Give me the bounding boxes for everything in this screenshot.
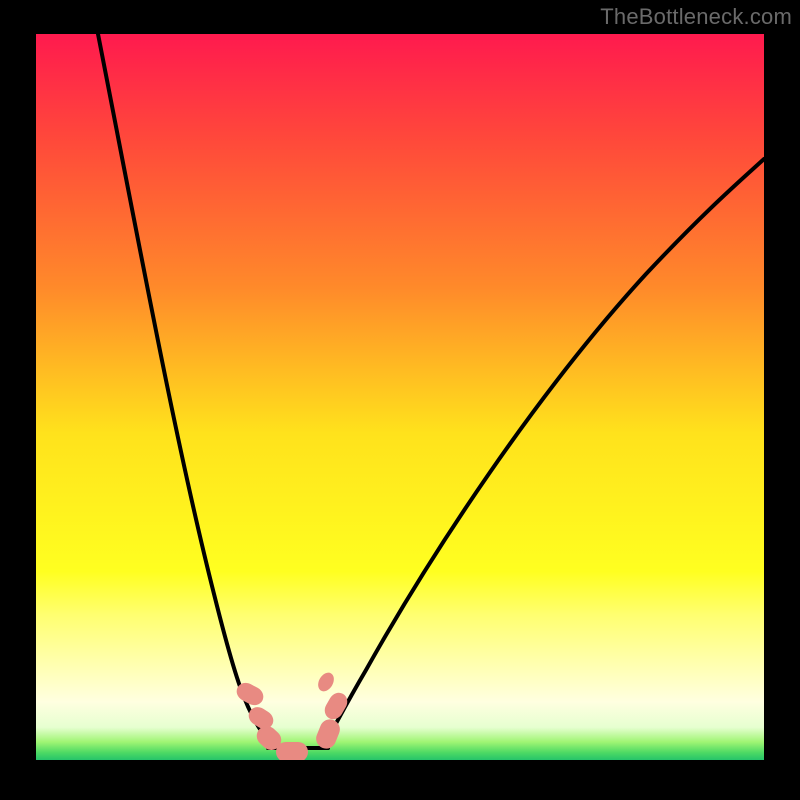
- marker-3: [276, 742, 308, 760]
- plot-area: [36, 34, 764, 760]
- marker-5: [321, 689, 351, 722]
- marker-4: [313, 716, 343, 751]
- chart-canvas: TheBottleneck.com: [0, 0, 800, 800]
- marker-6: [315, 670, 337, 694]
- watermark-label: TheBottleneck.com: [600, 4, 792, 30]
- optimal-zone-markers: [36, 34, 764, 760]
- marker-0: [233, 679, 266, 708]
